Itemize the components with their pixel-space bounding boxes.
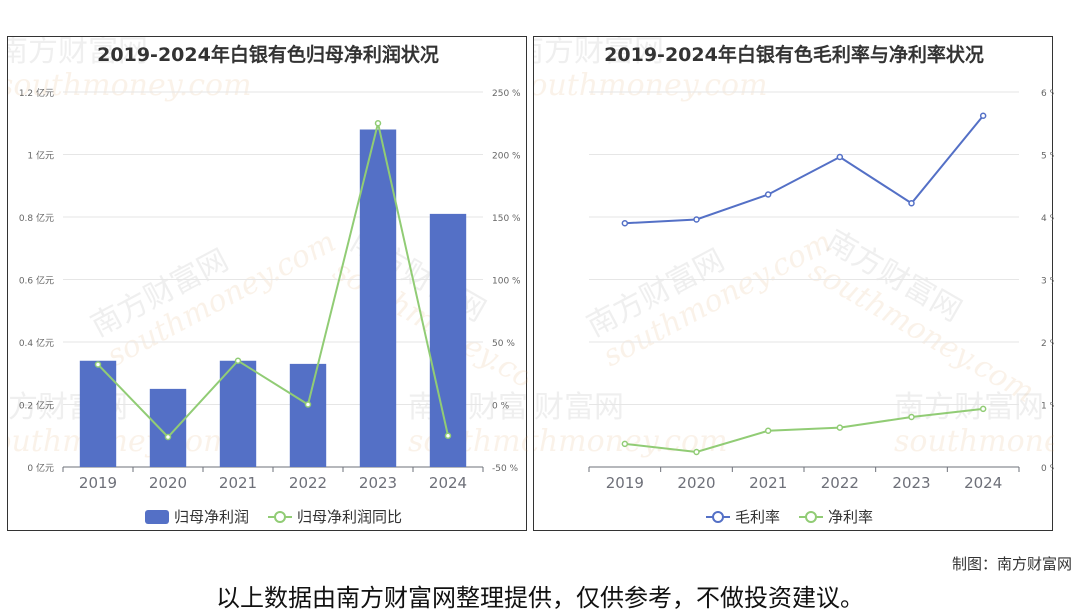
chart-title: 2019-2024年白银有色毛利率与净利率状况 (604, 43, 984, 66)
y-right-tick-label: 150 % (492, 214, 521, 224)
legend-item: 归母净利润同比 (268, 508, 402, 526)
y-right-tick-label: 2 % (1041, 339, 1054, 349)
margin-chart: 南方财富网southmoney.com南方财富网southmoney.com南方… (534, 37, 1054, 526)
y-right-tick-label: 3 % (1041, 277, 1054, 287)
x-tick-label: 2022 (821, 474, 859, 492)
y-right-tick-label: 200 % (492, 152, 521, 162)
legend-swatch (145, 510, 169, 524)
legend-item: 净利率 (799, 508, 873, 526)
y-right-tick-label: -50 % (492, 464, 519, 474)
y-left-tick-label: 0.2 亿元 (19, 400, 54, 412)
margin-chart-panel: 南方财富网southmoney.com南方财富网southmoney.com南方… (533, 36, 1054, 531)
bar (429, 213, 467, 467)
series-point (908, 413, 915, 421)
watermark-en: southmoney.com (8, 68, 252, 103)
y-left-tick-label: 0 亿元 (27, 462, 54, 474)
yoy-point (94, 361, 102, 368)
x-tick-label: 2024 (964, 474, 1002, 492)
x-tick-label: 2023 (892, 474, 930, 492)
watermark-cn: 南方财富网 (534, 37, 664, 69)
y-left-tick-label: 0.8 亿元 (19, 212, 54, 224)
legend-label: 毛利率 (735, 508, 780, 526)
x-tick-label: 2020 (677, 474, 715, 492)
x-tick-label: 2023 (359, 474, 397, 492)
series-line (624, 115, 984, 225)
legend-marker (274, 511, 286, 523)
yoy-point (164, 433, 172, 441)
chart-credit: 制图：南方财富网 (951, 555, 1072, 573)
watermark-en: southmoney.com (408, 424, 528, 459)
series-line (624, 407, 984, 454)
yoy-point (234, 357, 242, 364)
y-left-tick-label: 1 亿元 (27, 150, 54, 162)
y-right-tick-label: 1 % (1041, 402, 1054, 412)
legend-label: 归母净利润 (174, 508, 249, 526)
legend-item: 归母净利润 (145, 508, 249, 526)
watermark-cn: 南方财富网 (894, 390, 1044, 425)
net-profit-chart-panel: 南方财富网 southmoney.com 南方财富网 southmoney.com 南方… (7, 36, 528, 531)
bar (289, 363, 327, 467)
bar (359, 129, 397, 467)
series-point (621, 220, 629, 227)
yoy-point (304, 401, 312, 408)
series-point (764, 427, 772, 434)
series-point (693, 216, 700, 223)
series-point (836, 424, 844, 431)
y-right-tick-label: 0 % (492, 402, 510, 412)
y-left-tick-label: 0.4 亿元 (19, 337, 54, 349)
legend-item: 毛利率 (706, 508, 780, 526)
y-right-tick-label: 5 % (1041, 152, 1054, 162)
series-point (979, 405, 987, 413)
y-right-tick-label: 50 % (492, 339, 515, 349)
x-tick-label: 2021 (219, 474, 257, 492)
series-point (979, 112, 987, 119)
y-right-tick-label: 0 % (1041, 464, 1054, 474)
x-tick-label: 2021 (749, 474, 787, 492)
x-tick-label: 2019 (606, 474, 644, 492)
watermark-en: southmoney.com (8, 424, 232, 459)
bar (149, 388, 187, 467)
legend-marker (712, 511, 724, 523)
series-point (621, 440, 629, 448)
watermark-cn: 南方财富网 (534, 390, 624, 425)
watermark-cn: 南方财富网 (8, 37, 148, 69)
watermark-en: southmoney.com (894, 424, 1054, 459)
series-point (764, 191, 772, 198)
y-left-tick-label: 0.6 亿元 (19, 275, 54, 287)
bar (219, 360, 257, 467)
watermark-cn: 南方财富网 (408, 390, 528, 425)
x-tick-label: 2024 (429, 474, 467, 492)
yoy-line (97, 123, 449, 439)
watermark-en: southmoney.com (534, 68, 768, 103)
x-tick-label: 2020 (149, 474, 187, 492)
y-right-tick-label: 4 % (1041, 214, 1054, 224)
y-right-tick-label: 250 % (492, 89, 521, 99)
yoy-point (444, 432, 452, 439)
disclaimer-text: 以上数据由南方财富网整理提供，仅供参考，不做投资建议。 (216, 584, 864, 612)
series-point (836, 153, 844, 161)
x-tick-label: 2022 (289, 474, 327, 492)
legend-label: 净利率 (828, 508, 873, 526)
chart-title: 2019-2024年白银有色归母净利润状况 (97, 43, 439, 66)
series-point (908, 200, 915, 207)
y-right-tick-label: 6 % (1041, 89, 1054, 99)
y-left-tick-label: 1.2 亿元 (19, 87, 54, 99)
legend-label: 归母净利润同比 (297, 508, 402, 526)
legend-marker (805, 511, 817, 523)
y-right-tick-label: 100 % (492, 277, 521, 287)
x-tick-label: 2019 (79, 474, 117, 492)
series-point (693, 448, 700, 456)
yoy-point (374, 120, 382, 127)
